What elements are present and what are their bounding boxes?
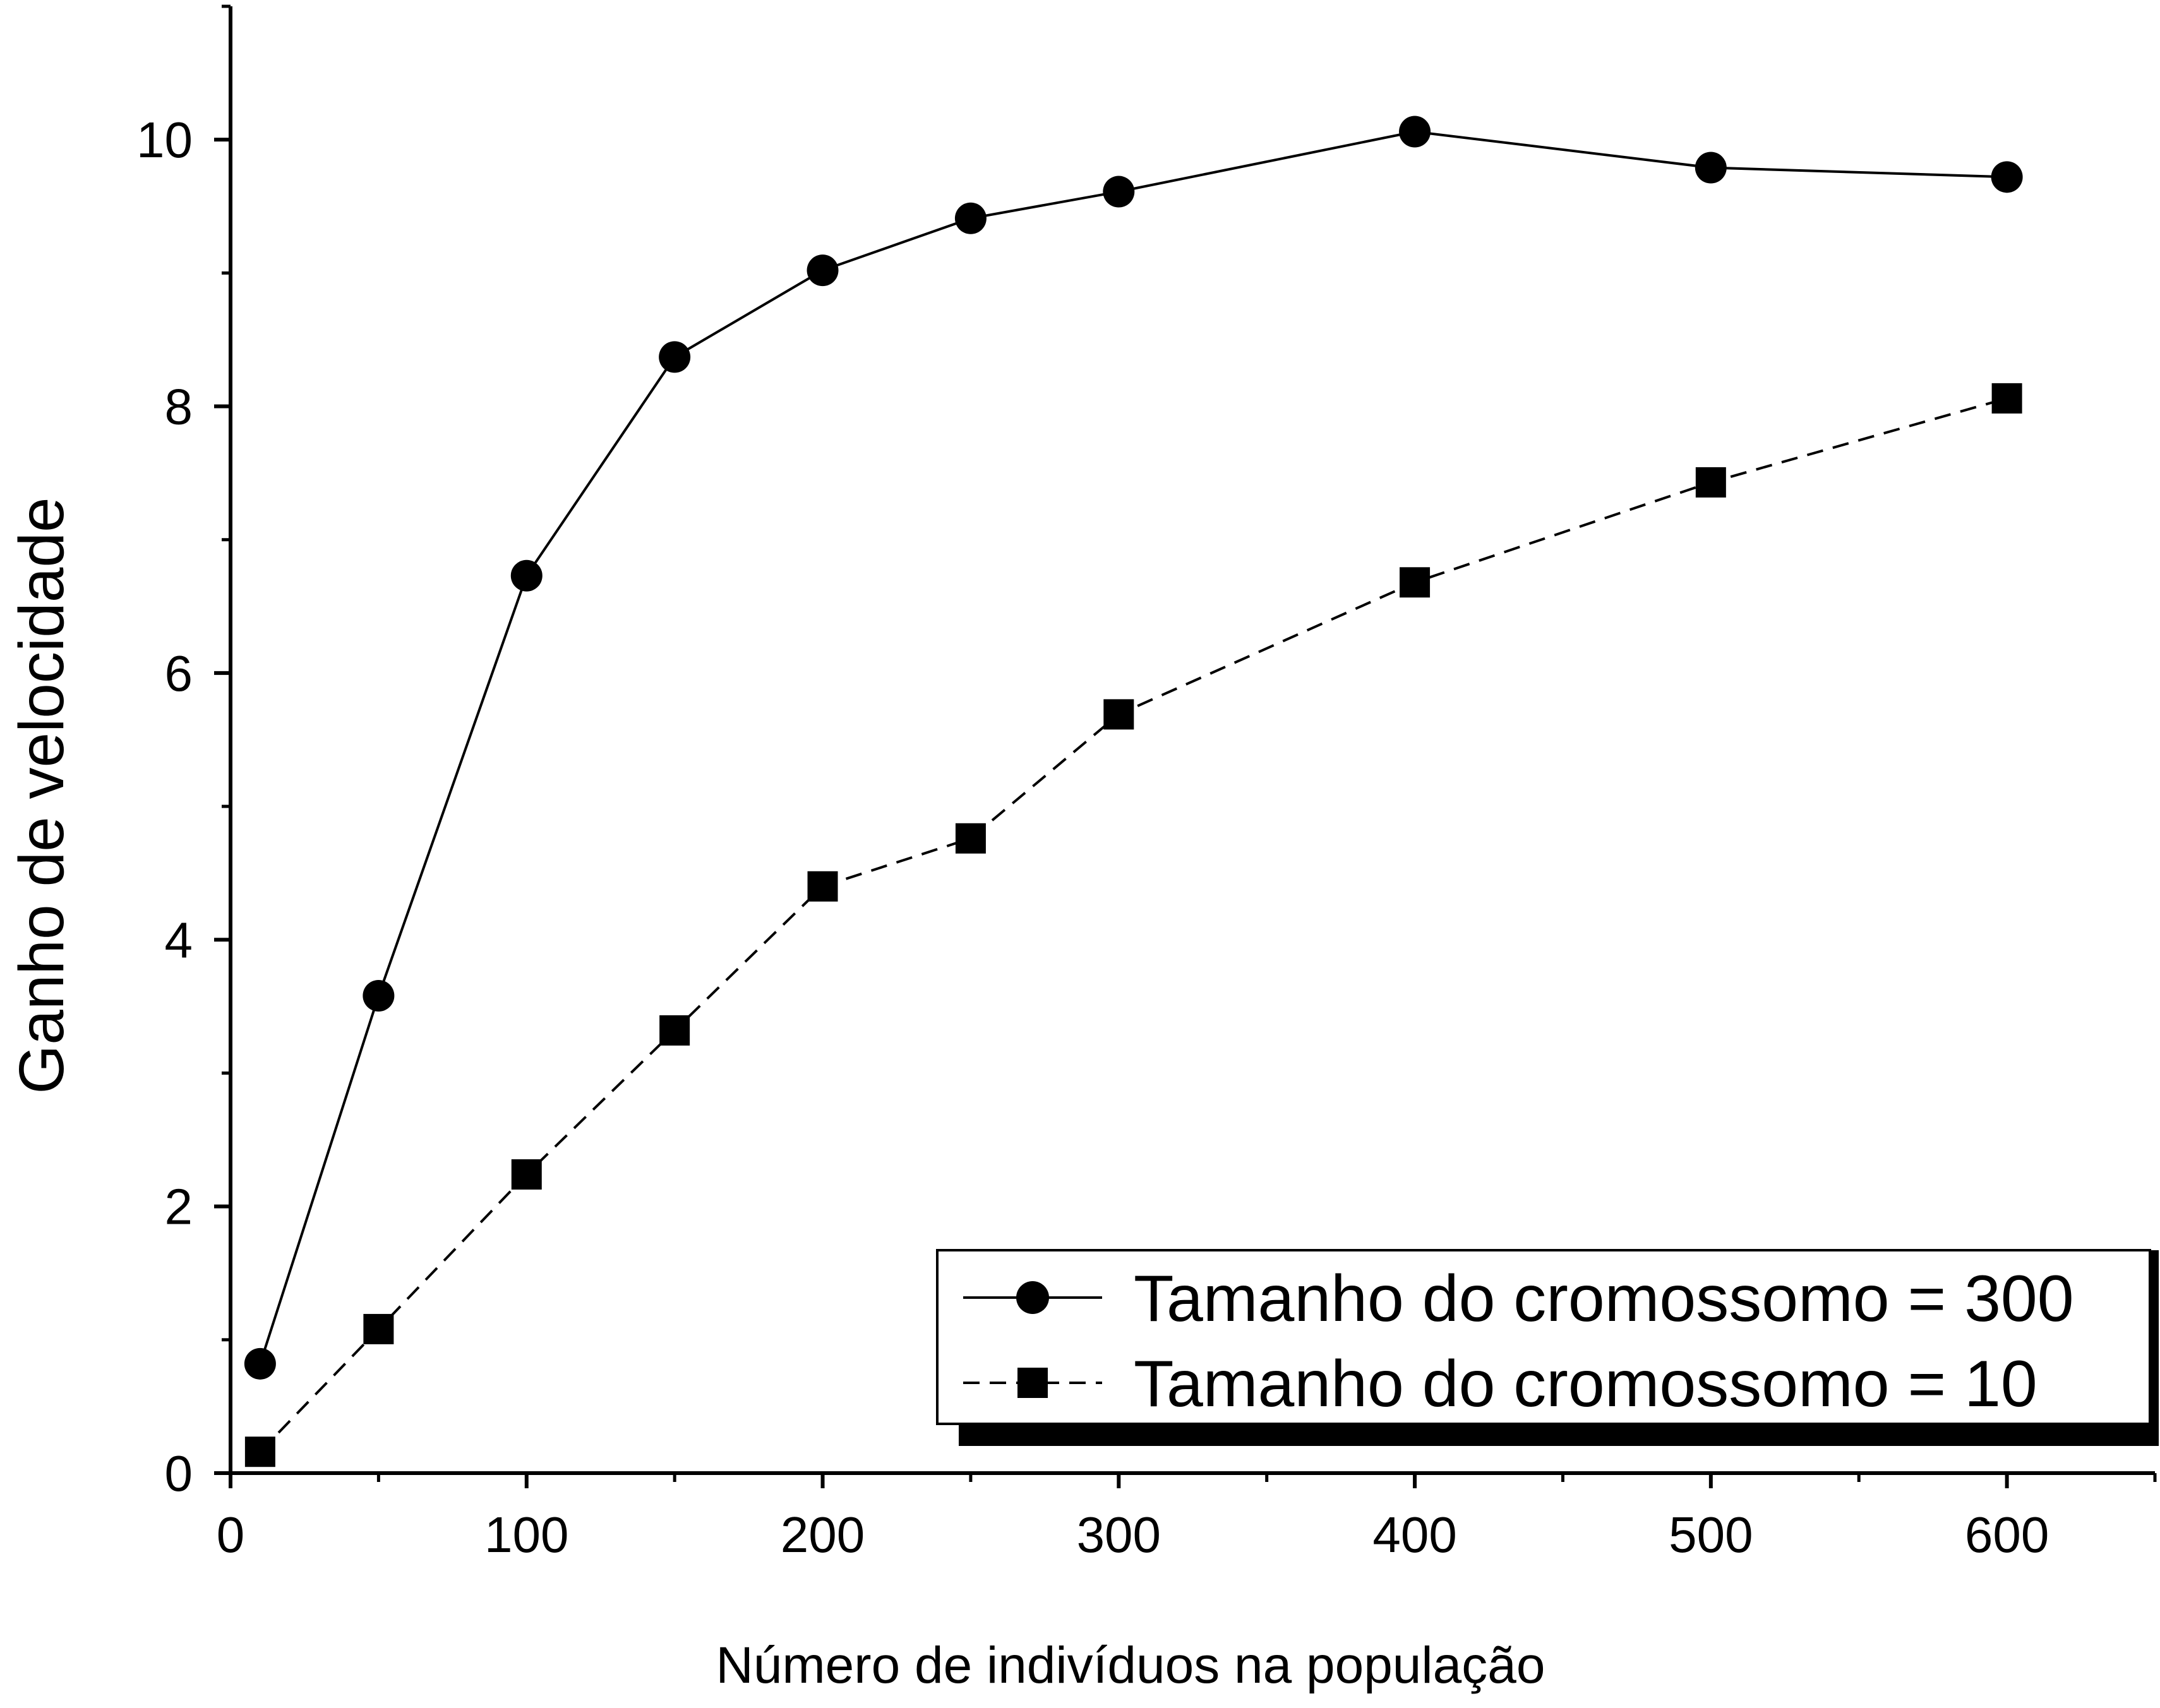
y-tick-label: 0 [165,1445,193,1502]
y-tick-label: 6 [165,645,193,702]
x-axis-ticks: 0 100 200 300 400 500 600 [217,1473,2157,1563]
legend-label: Tamanho do cromossomo = 10 [1134,1347,2037,1421]
data-point-circle [659,341,691,373]
data-point-square [244,1436,275,1467]
legend-label: Tamanho do cromossomo = 300 [1134,1262,2074,1335]
data-point-circle [1399,116,1431,148]
data-point-circle [807,254,839,287]
y-axis-ticks: 0 2 4 6 8 10 [136,4,231,1502]
x-tick-label: 0 [217,1507,245,1563]
legend-box [936,1249,2151,1425]
data-point-circle [244,1347,276,1380]
x-tick-label: 400 [1372,1507,1456,1563]
x-tick-label: 200 [781,1507,865,1563]
x-tick-label: 600 [1965,1507,2049,1563]
data-point-circle [1991,161,2023,193]
x-tick-label: 100 [484,1507,568,1563]
x-tick-label: 300 [1077,1507,1161,1563]
y-tick-label: 10 [136,112,193,168]
x-tick-label: 500 [1669,1507,1753,1563]
axes [229,6,2155,1475]
data-point-circle [1103,176,1135,208]
y-tick-label: 2 [165,1179,193,1235]
data-point-circle [1695,152,1727,184]
data-point-circle [363,979,395,1012]
y-tick-label: 8 [165,379,193,435]
data-point-square [807,871,838,902]
legend-marker-square [1017,1368,1048,1398]
y-axis-title: Ganho de velocidade [6,497,77,1094]
data-point-square [1695,467,1726,498]
y-tick-label: 4 [165,912,193,968]
data-point-square [511,1159,542,1190]
legend-marker-circle [1016,1281,1049,1314]
data-point-circle [510,559,543,592]
series-line [258,130,2007,1365]
data-point-circle [954,202,987,234]
data-point-square [955,823,986,854]
x-axis-title: Número de indivíduos na população [716,1637,1545,1694]
data-point-square [1991,383,2022,414]
data-point-square [363,1313,394,1344]
data-point-square [1103,699,1134,730]
data-point-square [1400,567,1431,598]
series-line [259,397,2008,1453]
series-1 [244,116,2023,1380]
legend: Tamanho do cromossomo = 300 Tamanho do cr… [936,1249,2159,1446]
data-point-square [659,1015,690,1046]
series-2 [244,383,2022,1467]
series-layer [244,116,2023,1467]
